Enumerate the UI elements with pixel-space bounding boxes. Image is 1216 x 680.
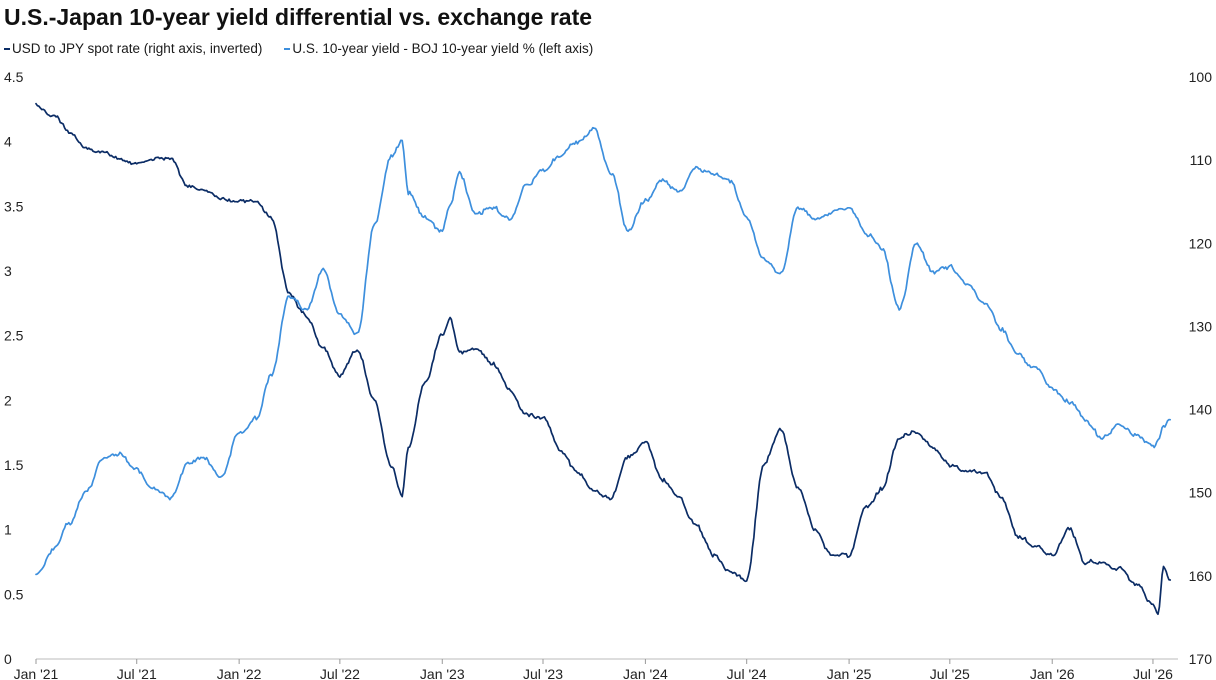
- legend-item-usd-jpy: USD to JPY spot rate (right axis, invert…: [4, 41, 262, 56]
- y-right-tick-label: 170: [1189, 651, 1213, 667]
- y-left-tick-label: 4: [4, 134, 12, 150]
- x-axis-tick-label: Jan '21: [14, 666, 59, 680]
- x-axis-tick-label: Jan '24: [623, 666, 668, 680]
- legend-label-yield-spread: U.S. 10-year yield - BOJ 10-year yield %…: [292, 41, 594, 56]
- y-left-tick-label: 1.5: [4, 457, 24, 473]
- y-left-tick-label: 4.5: [4, 69, 24, 85]
- y-left-tick-label: 1: [4, 522, 12, 538]
- usd-jpy-series-line: [35, 102, 1172, 616]
- legend-label-usd-jpy: USD to JPY spot rate (right axis, invert…: [12, 41, 263, 56]
- x-axis-tick-label: Jan '26: [1030, 666, 1075, 680]
- x-axis-tick-label: Jul '22: [320, 666, 360, 680]
- yield-spread-series-line: [35, 126, 1172, 576]
- legend-swatch-yield-spread: [284, 47, 291, 50]
- x-axis-tick-label: Jan '23: [420, 666, 465, 680]
- y-left-tick-label: 0.5: [4, 586, 24, 602]
- y-right-tick-label: 160: [1189, 568, 1213, 584]
- y-right-tick-label: 150: [1189, 485, 1213, 501]
- y-right-tick-label: 120: [1189, 235, 1213, 251]
- x-axis-tick-label: Jul '23: [523, 666, 563, 680]
- y-right-tick-label: 110: [1190, 152, 1213, 168]
- y-right-tick-label: 100: [1189, 69, 1213, 85]
- y-left-tick-label: 3: [4, 263, 12, 279]
- x-axis-tick-label: Jul '25: [930, 666, 970, 680]
- x-axis-tick-label: Jul '21: [117, 666, 157, 680]
- y-right-tick-label: 130: [1189, 318, 1213, 334]
- x-axis-tick-label: Jan '22: [217, 666, 262, 680]
- y-left-tick-label: 2: [4, 392, 12, 408]
- y-left-tick-label: 0: [4, 651, 12, 667]
- legend-swatch-usd-jpy: [4, 47, 10, 50]
- x-axis-tick-label: Jul '26: [1133, 666, 1173, 680]
- x-axis-tick-label: Jan '25: [827, 666, 872, 680]
- legend-item-yield-spread: U.S. 10-year yield - BOJ 10-year yield %…: [284, 41, 593, 56]
- chart-legend: USD to JPY spot rate (right axis, invert…: [4, 41, 615, 56]
- y-left-tick-label: 2.5: [4, 328, 24, 344]
- x-axis-tick-label: Jul '24: [727, 666, 767, 680]
- chart-title: U.S.-Japan 10-year yield differential vs…: [4, 4, 593, 30]
- y-right-tick-label: 140: [1189, 402, 1213, 418]
- y-left-tick-label: 3.5: [4, 198, 24, 214]
